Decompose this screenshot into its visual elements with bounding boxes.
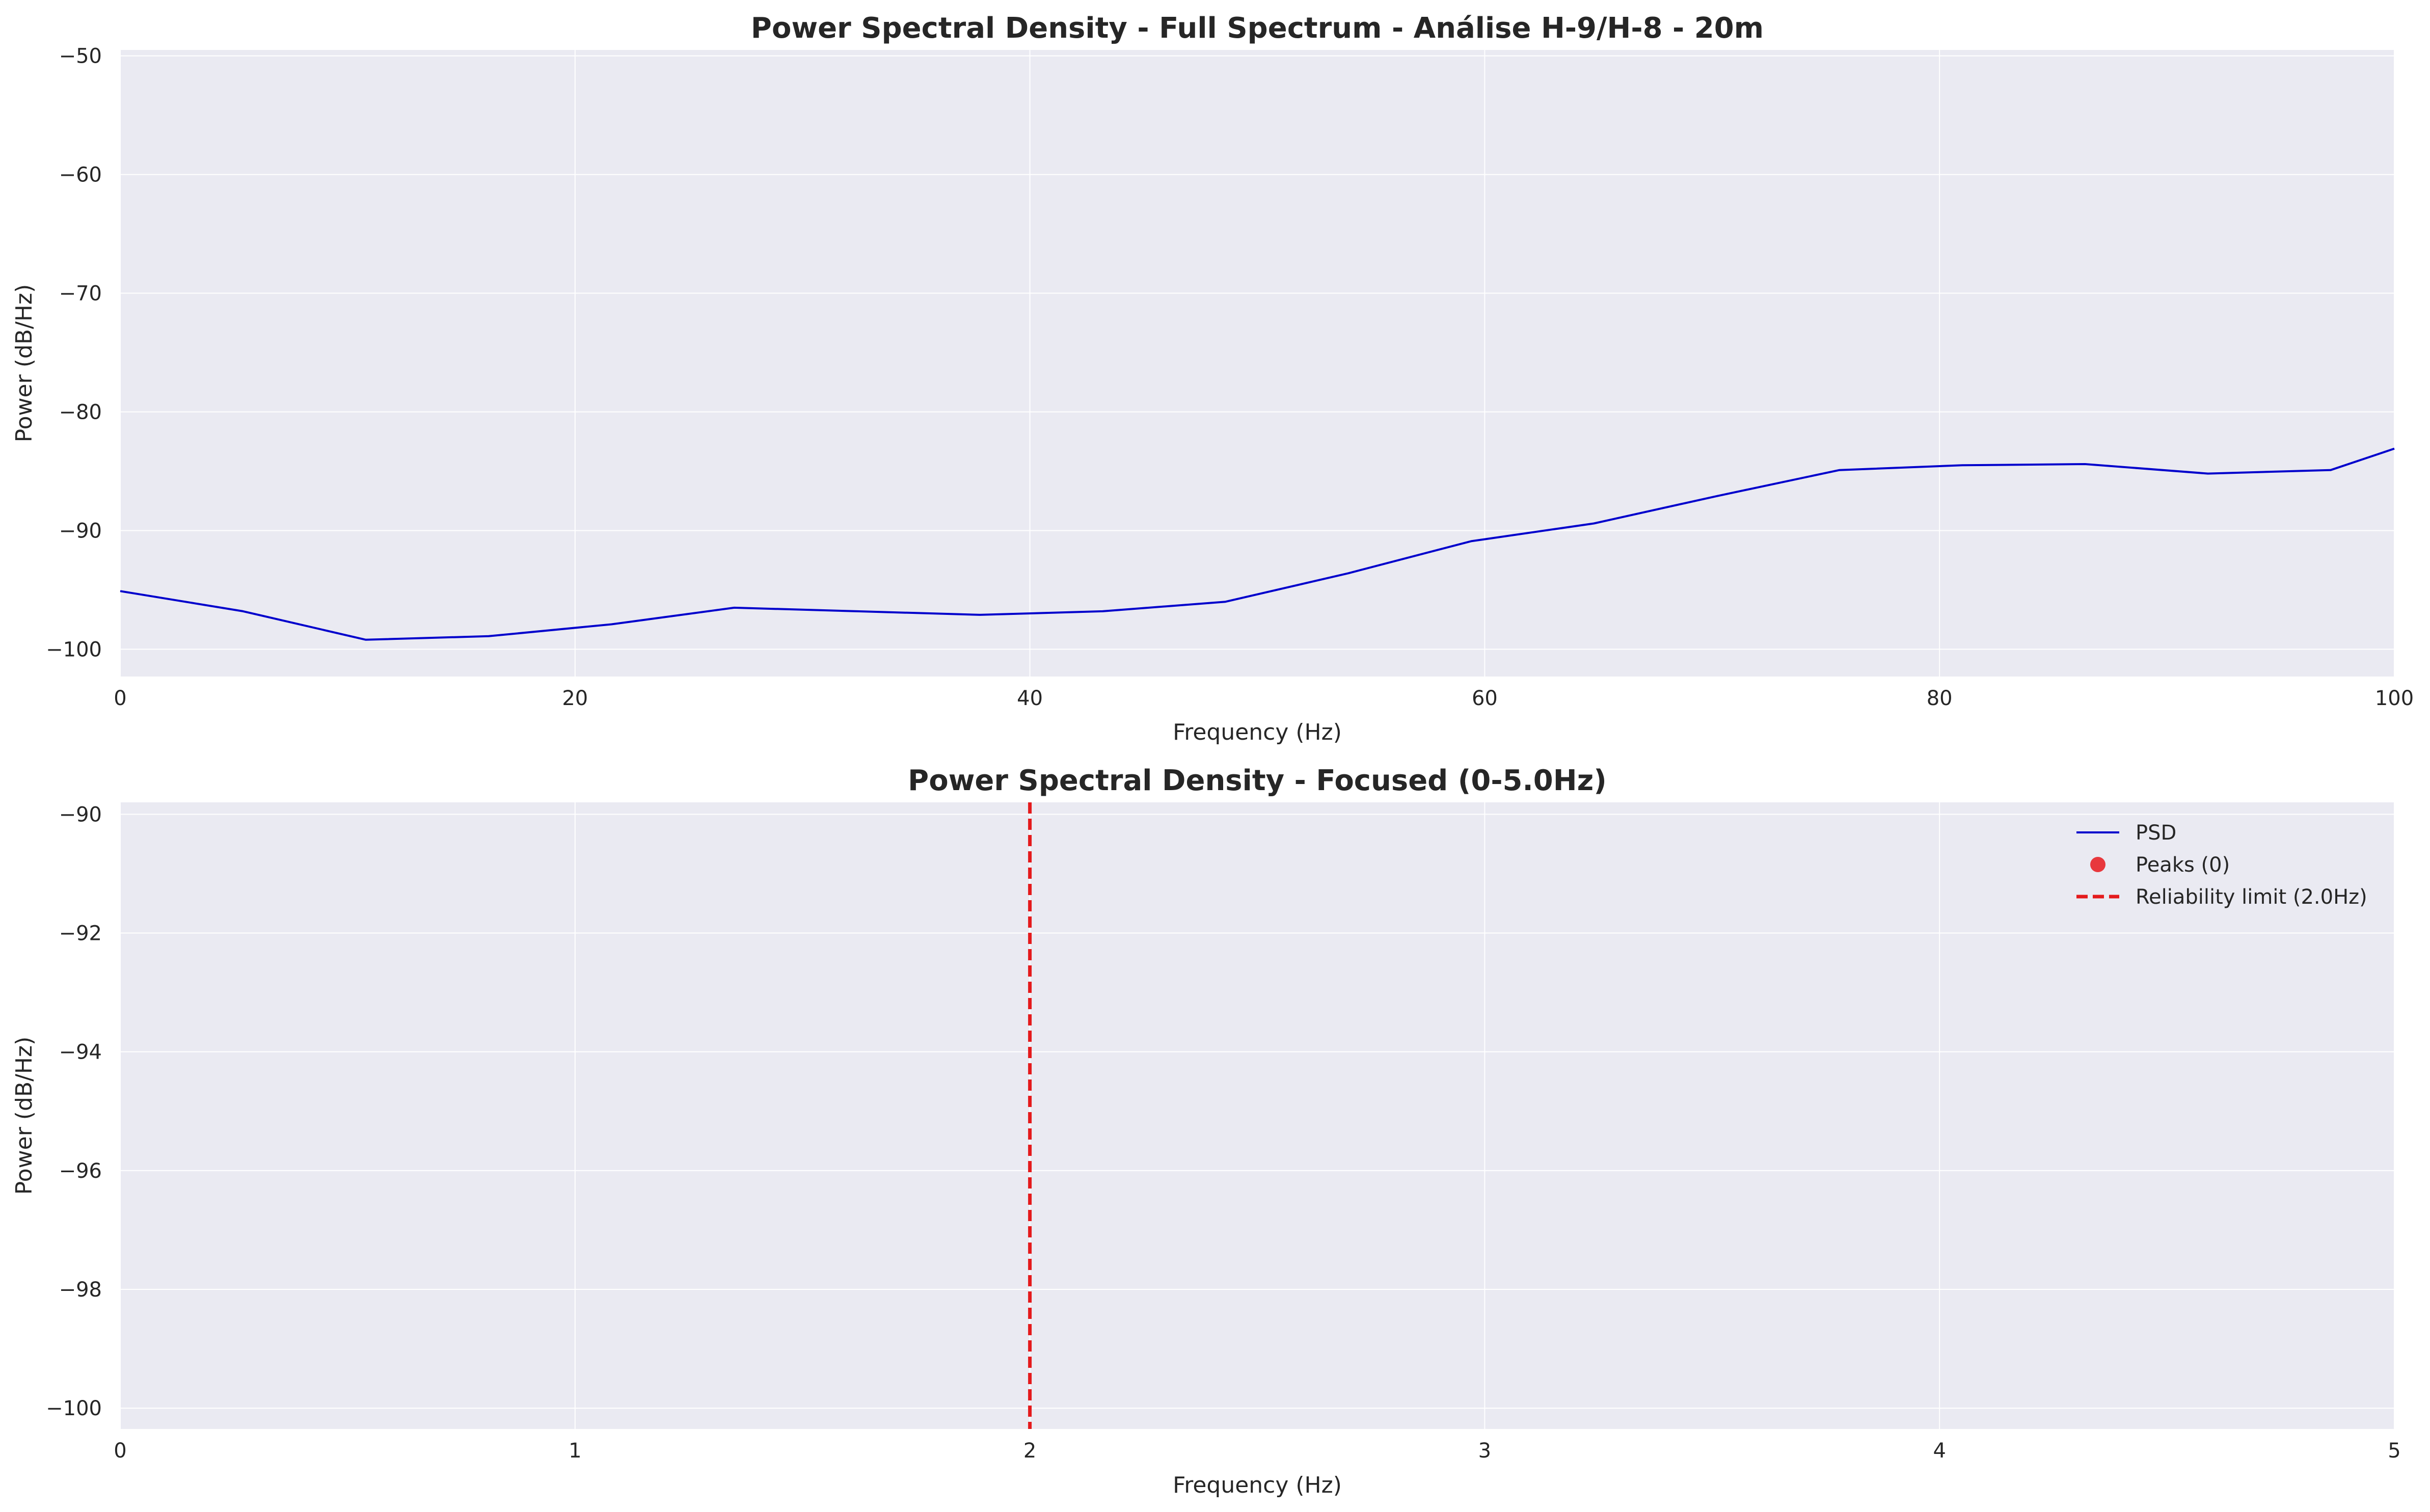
y-tick-label: −96 (59, 1159, 102, 1183)
y-tick-labels: −100 −90 −80 −70 −60 −50 (46, 45, 102, 662)
legend-label-reliability-limit: Reliability limit (2.0Hz) (2136, 885, 2367, 909)
y-tick-label: −94 (59, 1041, 102, 1064)
x-tick-label: 0 (114, 687, 126, 710)
chart-title: Power Spectral Density - Focused (0-5.0H… (908, 764, 1607, 797)
grid-lines (120, 50, 2395, 677)
x-tick-label: 100 (2375, 687, 2414, 710)
x-axis-label: Frequency (Hz) (1173, 719, 1342, 745)
legend: PSD Peaks (0) Reliability limit (2.0Hz) (2076, 821, 2367, 909)
y-tick-label: −90 (59, 803, 102, 826)
x-tick-label: 4 (1933, 1439, 1946, 1463)
series-layer (120, 447, 2395, 641)
legend-swatch-peaks (2090, 857, 2105, 872)
legend-label-peaks: Peaks (0) (2136, 853, 2230, 877)
y-axis-label: Power (dB/Hz) (11, 1037, 37, 1195)
y-tick-label: −90 (59, 519, 102, 543)
y-axis-label: Power (dB/Hz) (11, 284, 37, 442)
x-tick-labels: 0 20 40 60 80 100 (114, 687, 2414, 710)
chart-title: Power Spectral Density - Full Spectrum -… (751, 12, 1764, 45)
x-tick-label: 2 (1023, 1439, 1036, 1463)
legend-label-psd: PSD (2136, 821, 2176, 845)
x-tick-label: 3 (1478, 1439, 1491, 1463)
full-spectrum-panel: 0 20 40 60 80 100 −100 −90 −80 −70 −60 −50 Power S… (11, 12, 2414, 745)
focused-spectrum-panel: 0 1 2 3 4 5 −100 −98 −96 −94 −92 −90 Power Spectra… (11, 764, 2401, 1498)
y-tick-label: −98 (59, 1278, 102, 1302)
x-tick-label: 20 (562, 687, 588, 710)
y-tick-label: −80 (59, 401, 102, 424)
x-tick-label: 80 (1927, 687, 1953, 710)
y-tick-labels: −100 −98 −96 −94 −92 −90 (46, 803, 102, 1420)
y-tick-label: −100 (46, 1397, 102, 1420)
x-tick-label: 0 (114, 1439, 126, 1463)
y-tick-label: −70 (59, 282, 102, 306)
series-line (120, 447, 2395, 641)
grid-lines (120, 802, 2395, 1429)
x-tick-label: 5 (2388, 1439, 2400, 1463)
x-tick-label: 40 (1017, 687, 1043, 710)
x-tick-label: 1 (569, 1439, 581, 1463)
x-tick-labels: 0 1 2 3 4 5 (114, 1439, 2400, 1463)
plot-area-background (120, 802, 2394, 1429)
y-tick-label: −60 (59, 164, 102, 187)
x-tick-label: 60 (1472, 687, 1498, 710)
y-tick-label: −100 (46, 638, 102, 661)
plot-area-background (120, 50, 2394, 677)
y-tick-label: −50 (59, 45, 102, 68)
y-tick-label: −92 (59, 922, 102, 945)
x-axis-label: Frequency (Hz) (1173, 1472, 1342, 1498)
